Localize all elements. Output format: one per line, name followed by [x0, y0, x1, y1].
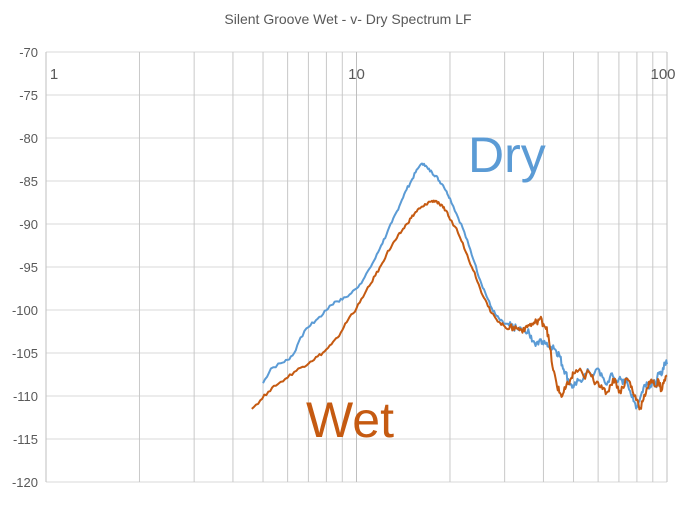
x-axis-tick-labels: 1 10 100: [50, 66, 676, 83]
y-tick-label: -105: [12, 346, 38, 361]
annotation-dry: Dry: [468, 127, 546, 183]
y-tick-label: -80: [19, 131, 38, 146]
grid: [45, 51, 668, 483]
series-line-wet: [251, 199, 668, 411]
series-lines: [251, 162, 668, 411]
y-tick-label: -70: [19, 45, 38, 60]
y-tick-label: -115: [13, 432, 38, 447]
y-axis-tick-labels: -70 -75 -80 -85 -90 -95 -100 -105 -110 -115 -120: [12, 45, 38, 490]
y-tick-label: -90: [19, 217, 38, 232]
annotation-wet: Wet: [306, 392, 394, 448]
x-tick-label: 100: [650, 66, 675, 83]
chart-title: Silent Groove Wet - v- Dry Spectrum LF: [224, 11, 471, 27]
x-tick-label: 10: [348, 66, 365, 83]
y-tick-label: -95: [19, 260, 38, 275]
series-line-dry: [262, 162, 668, 410]
y-tick-label: -110: [13, 389, 38, 404]
x-tick-label: 1: [50, 66, 58, 83]
y-tick-label: -120: [12, 475, 38, 490]
y-tick-label: -85: [19, 174, 38, 189]
y-tick-label: -100: [12, 303, 38, 318]
annotations: Dry Wet: [306, 127, 546, 448]
y-tick-label: -75: [19, 88, 38, 103]
